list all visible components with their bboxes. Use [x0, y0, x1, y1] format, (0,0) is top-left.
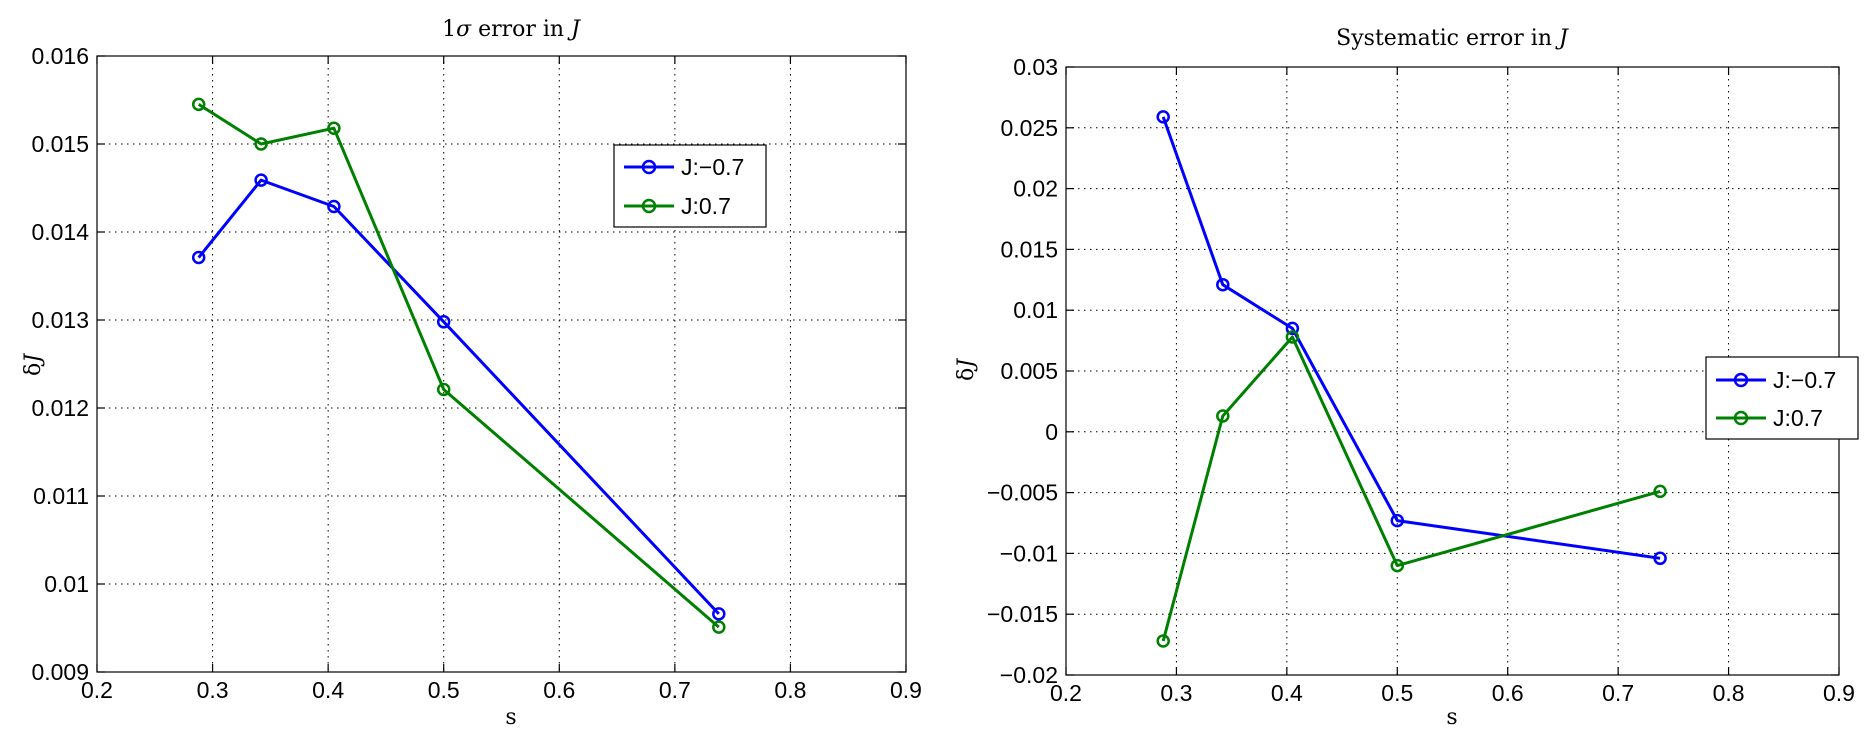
- chart-1-xtick-label: 0.6: [543, 677, 575, 703]
- chart-2-ytick-label: −0.005: [987, 480, 1058, 506]
- chart-1-ytick-label: 0.015: [31, 131, 89, 157]
- chart-2-series-1-point-0: [1156, 634, 1170, 648]
- chart-2-xtick-label: 0.6: [1492, 680, 1524, 706]
- chart-2-legend-marker-0: [1733, 372, 1749, 388]
- chart-2-xtick-label: 0.7: [1602, 680, 1634, 706]
- chart-2-series-1-line: [1161, 335, 1661, 642]
- chart-2-ylabel: δJ: [954, 358, 979, 381]
- chart-2-series-0-point-1: [1216, 277, 1230, 292]
- chart-2-ytick-label: −0.01: [1000, 540, 1058, 566]
- chart-1-series-1-point-1: [254, 137, 268, 151]
- chart-1-series-0-point-0: [191, 250, 206, 265]
- chart-1-xlabel: s: [505, 705, 516, 730]
- chart-2-ytick-label: −0.02: [1000, 662, 1058, 688]
- chart-1-ytick-label: 0.014: [31, 219, 89, 245]
- chart-2-xlabel: s: [1446, 705, 1457, 730]
- chart-2-series-0-point-2: [1285, 321, 1300, 336]
- chart-1-series-0-point-3: [436, 315, 451, 329]
- chart-1-series-0-point-2: [327, 199, 341, 214]
- chart-2-series-1-point-1: [1216, 409, 1230, 423]
- chart-1-xtick-label: 0.4: [312, 677, 344, 703]
- chart-1-series-1-point-0: [191, 97, 206, 112]
- chart-1: 0.2 0.3 0.4 0.5 0.6 0.7 0.8 0.9 0.009 0.01 0.011 0.…: [21, 17, 922, 730]
- chart-2-ytick-label: 0: [1045, 419, 1058, 445]
- chart-1-series-1-point-3: [436, 382, 451, 397]
- chart-1-series-1-line: [197, 103, 720, 629]
- chart-2-ticks: 0.2 0.3 0.4 0.5 0.6 0.7 0.8 0.9 −0.02 −0.015 −0.01…: [987, 54, 1855, 706]
- chart-2-series-0-point-0: [1156, 110, 1170, 124]
- chart-2-ytick-label: 0.025: [1000, 115, 1058, 141]
- chart-1-ytick-label: 0.011: [33, 483, 89, 509]
- chart-1-series-0-point-4: [712, 607, 726, 621]
- chart-2-xtick-label: 0.2: [1050, 680, 1082, 706]
- chart-1-plot-area: [96, 55, 907, 673]
- chart-2-series-1-point-3: [1390, 558, 1405, 573]
- chart-1-ytick-label: 0.009: [31, 659, 89, 685]
- chart-2-xtick-label: 0.8: [1713, 680, 1745, 706]
- chart-2-series-0-point-3: [1390, 513, 1405, 528]
- chart-2-ytick-label: 0.03: [1013, 54, 1058, 80]
- chart-2-title: Systematic error in J: [1336, 26, 1569, 51]
- chart-1-series-1-point-2: [327, 121, 341, 135]
- chart-1-xtick-label: 0.9: [890, 677, 922, 703]
- chart-1-legend-label-0: J:−0.7: [681, 154, 744, 180]
- chart-1-series-0-point-1: [254, 173, 268, 187]
- chart-1-xtick-label: 0.7: [659, 677, 691, 703]
- chart-1-ytick-label: 0.016: [31, 43, 89, 69]
- chart-2-series: [1156, 110, 1667, 648]
- chart-2-ytick-label: 0.015: [1000, 236, 1058, 262]
- chart-1-legend-box: [613, 144, 767, 228]
- chart-2-legend-label-0: J:−0.7: [1773, 367, 1836, 393]
- chart-2-xtick-label: 0.3: [1160, 680, 1192, 706]
- chart-2-legend-box: [1705, 356, 1859, 440]
- chart-2-xtick-label: 0.9: [1823, 680, 1855, 706]
- chart-1-legend-marker-0: [641, 159, 657, 175]
- chart-2-legend-marker-1: [1733, 410, 1749, 426]
- chart-1-ticks: 0.2 0.3 0.4 0.5 0.6 0.7 0.8 0.9 0.009 0.01 0.011 0.…: [31, 43, 922, 703]
- chart-1-title: 1σ error in J: [442, 17, 581, 42]
- chart-1-legend-label-1: J:0.7: [681, 193, 731, 219]
- chart-1-xtick-label: 0.8: [774, 677, 806, 703]
- chart-2-ytick-label: 0.005: [1000, 358, 1058, 384]
- chart-1-ytick-label: 0.012: [31, 395, 89, 421]
- chart-2-series-0-line: [1161, 116, 1661, 560]
- chart-2-xtick-label: 0.4: [1271, 680, 1303, 706]
- chart-2-series-0-point-4: [1653, 551, 1667, 566]
- chart-2-series-1-point-2: [1285, 330, 1300, 344]
- chart-2-ytick-label: 0.02: [1013, 176, 1058, 202]
- chart-2: 0.2 0.3 0.4 0.5 0.6 0.7 0.8 0.9 −0.02 −0.015 −0.01…: [954, 26, 1859, 730]
- chart-1-ytick-label: 0.013: [31, 307, 89, 333]
- chart-1-legend: J:−0.7 J:0.7: [613, 144, 767, 228]
- chart-1-xtick-label: 0.3: [197, 677, 229, 703]
- chart-2-ytick-label: 0.01: [1013, 297, 1058, 323]
- chart-1-legend-marker-1: [641, 198, 657, 214]
- chart-1-xtick-label: 0.2: [81, 677, 113, 703]
- chart-1-series-1-point-4: [712, 620, 726, 634]
- chart-1-xtick-label: 0.5: [428, 677, 460, 703]
- chart-2-series-1-point-4: [1653, 484, 1667, 499]
- chart-1-series: [191, 97, 726, 634]
- chart-2-legend: J:−0.7 J:0.7: [1705, 356, 1859, 440]
- chart-2-xtick-label: 0.5: [1381, 680, 1413, 706]
- chart-1-ytick-label: 0.01: [44, 571, 89, 597]
- chart-2-legend-label-1: J:0.7: [1773, 405, 1823, 431]
- chart-1-ylabel: δJ: [21, 353, 46, 376]
- chart-2-ytick-label: −0.015: [987, 601, 1058, 627]
- chart-1-series-0-line: [197, 178, 720, 615]
